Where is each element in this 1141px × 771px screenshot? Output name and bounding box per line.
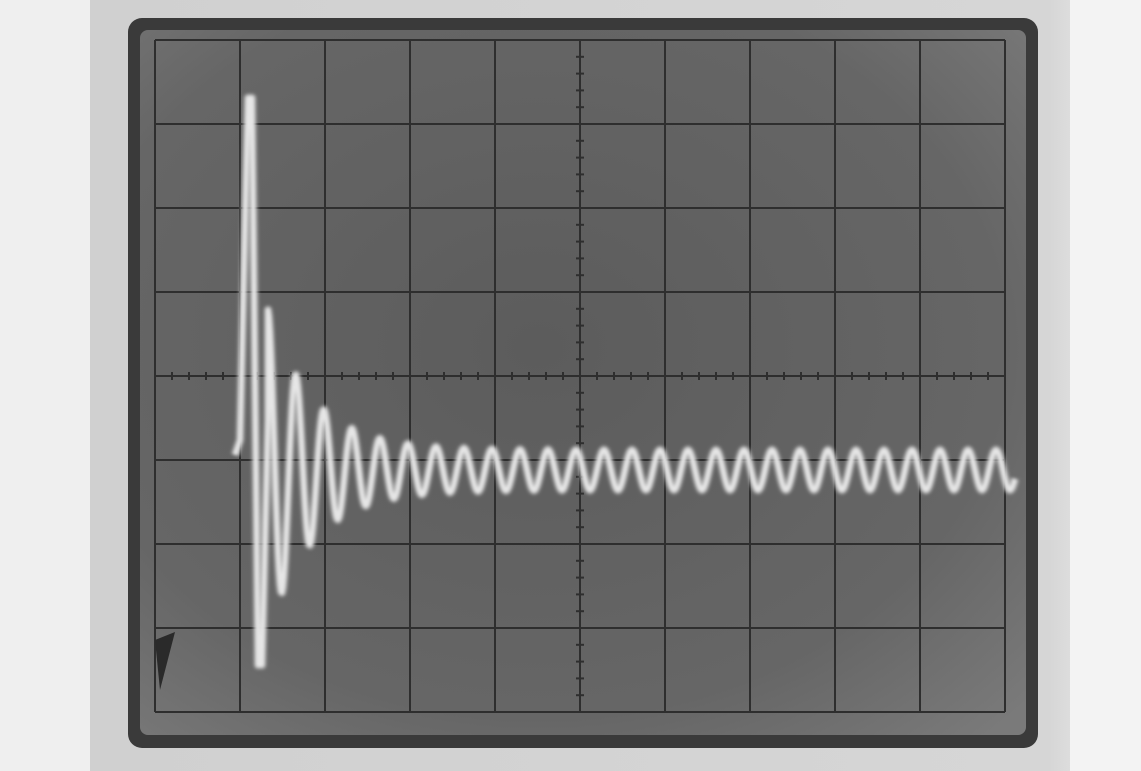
trace [232,95,1018,668]
trace-group [230,93,1020,670]
screen [140,30,1026,735]
bezel-right [1070,0,1141,771]
ground-marker [155,632,175,690]
bezel-left [0,0,90,771]
